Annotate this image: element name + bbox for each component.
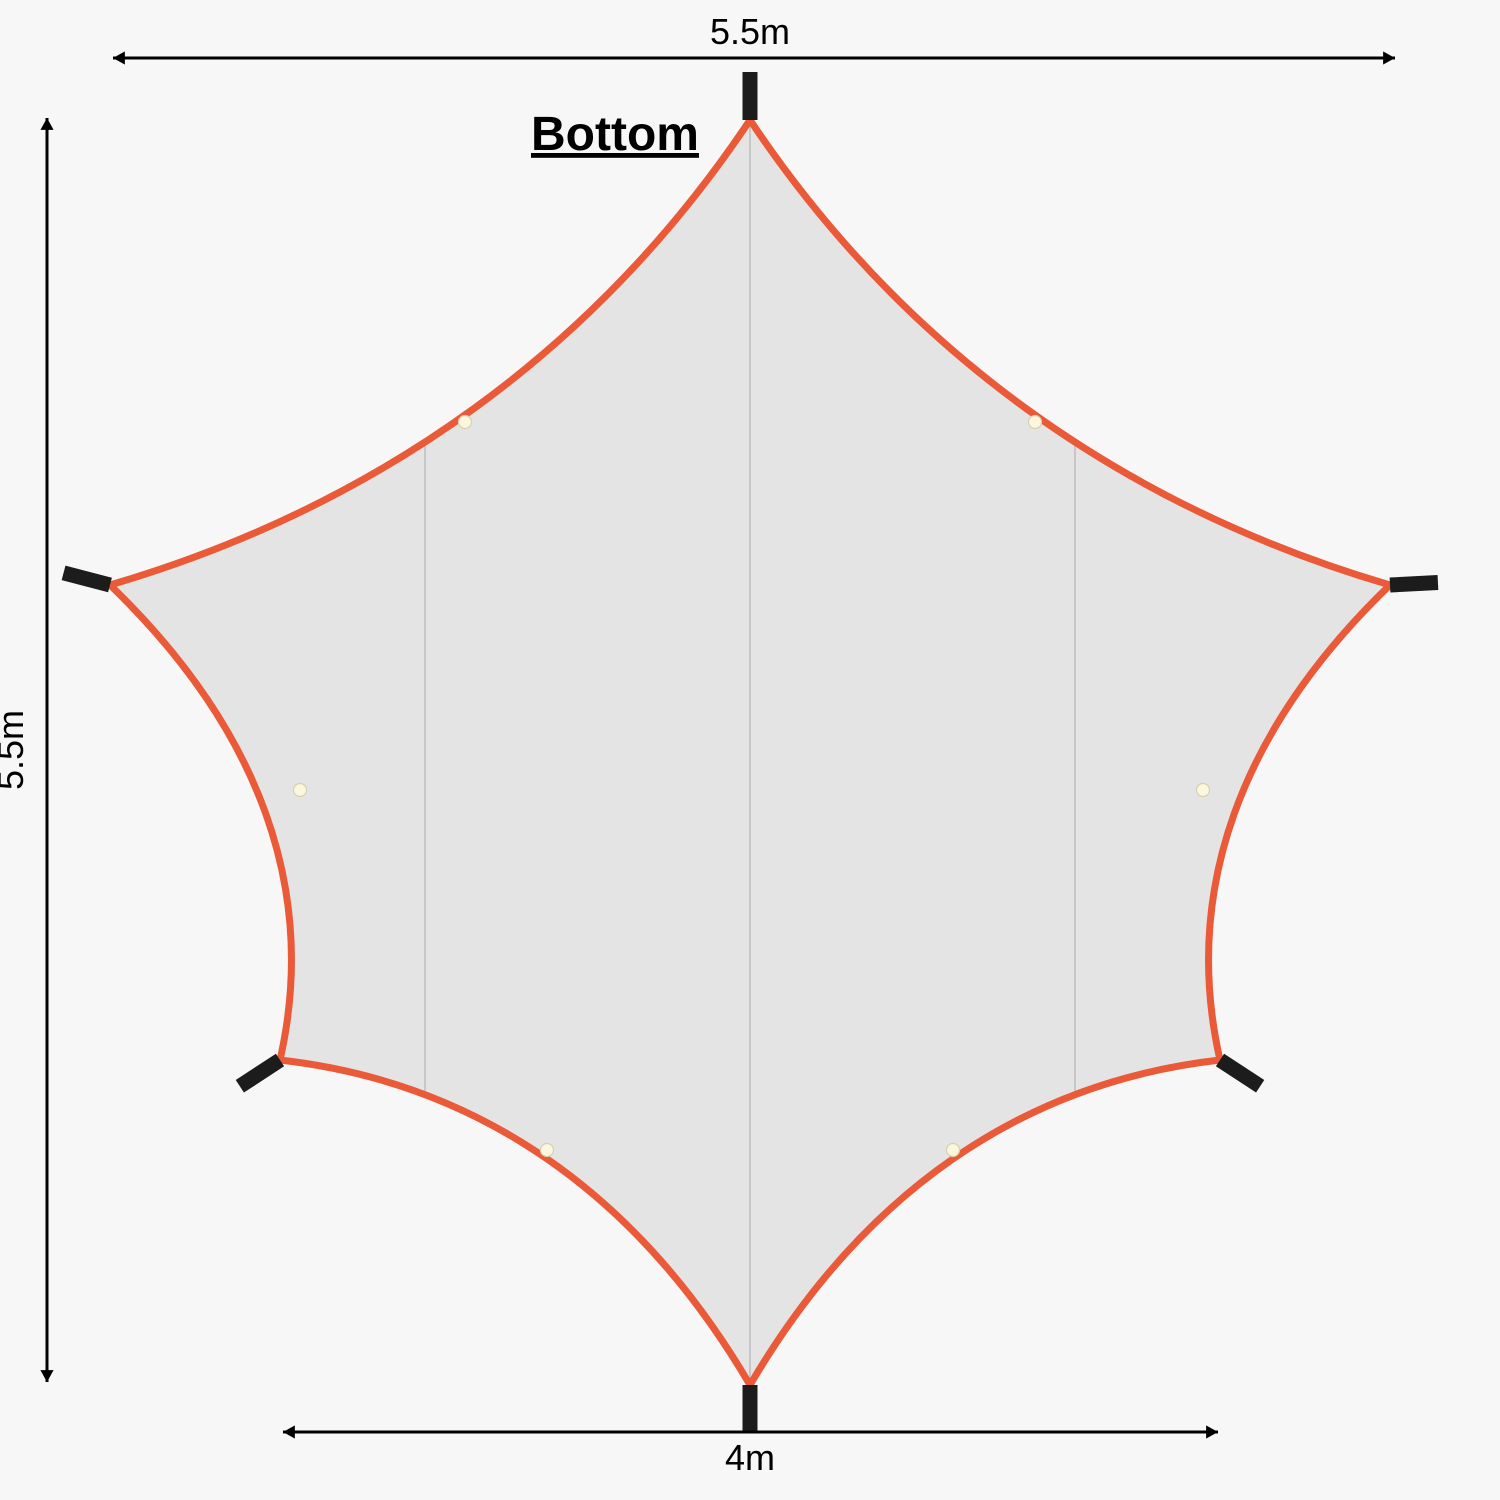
svg-text:Bottom: Bottom bbox=[531, 108, 699, 161]
svg-text:4m: 4m bbox=[725, 1437, 775, 1478]
svg-text:5.5m: 5.5m bbox=[0, 710, 31, 790]
svg-text:5.5m: 5.5m bbox=[710, 11, 790, 52]
